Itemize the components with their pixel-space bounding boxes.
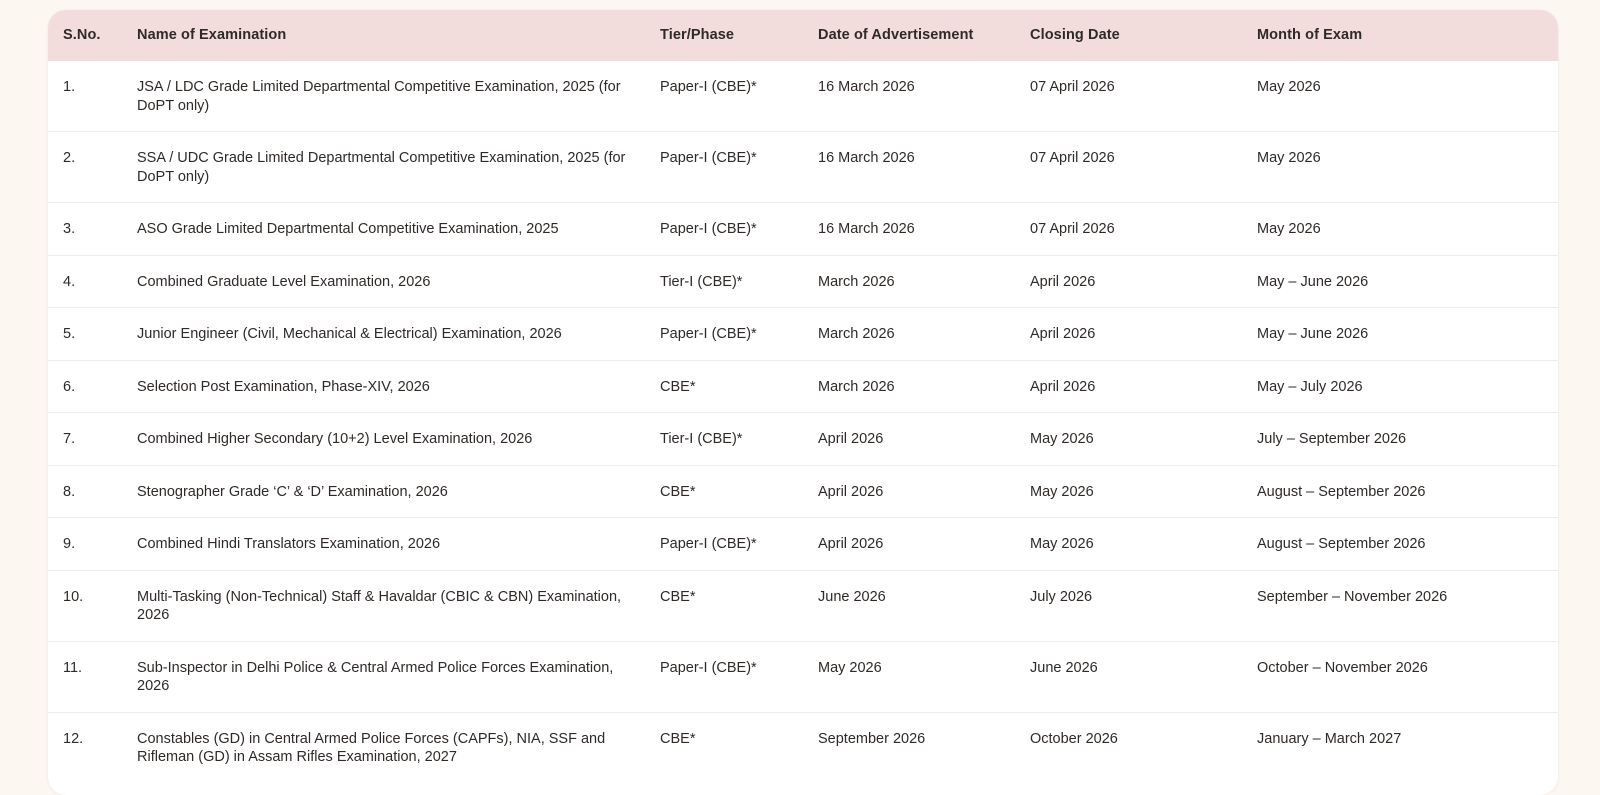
cell-exam-name: Selection Post Examination, Phase-XIV, 2… — [137, 378, 430, 395]
table-row: 10. Multi-Tasking (Non-Technical) Staff … — [48, 569, 1558, 641]
column-header-tier-phase: Tier/Phase — [660, 27, 735, 44]
cell-sno: 11. — [63, 659, 83, 676]
cell-sno: 7. — [63, 431, 76, 447]
cell-exam-name: Sub-Inspector in Delhi Police & Central … — [137, 659, 614, 695]
cell-advertisement-date: 16 March 2026 — [818, 221, 915, 237]
cell-exam-month: May 2026 — [1257, 150, 1321, 166]
cell-exam-name: Constables (GD) in Central Armed Police … — [137, 730, 606, 766]
cell-sno: 10. — [63, 588, 84, 605]
cell-closing-date: 07 April 2026 — [1030, 221, 1115, 237]
cell-tier-phase: CBE* — [660, 730, 696, 747]
cell-tier-phase: CBE* — [660, 378, 696, 395]
cell-closing-date: 07 April 2026 — [1030, 79, 1115, 95]
cell-sno: 1. — [63, 79, 76, 95]
cell-closing-date: October 2026 — [1030, 730, 1118, 747]
cell-sno: 9. — [63, 536, 76, 552]
cell-tier-phase: Paper-I (CBE)* — [660, 536, 757, 552]
cell-advertisement-date: 16 March 2026 — [818, 150, 915, 166]
cell-exam-month: September – November 2026 — [1257, 588, 1448, 605]
cell-sno: 2. — [63, 150, 76, 166]
table-row: 1. JSA / LDC Grade Limited Departmental … — [48, 61, 1558, 131]
cell-exam-month: May 2026 — [1257, 221, 1321, 237]
cell-closing-date: April 2026 — [1030, 326, 1096, 342]
cell-tier-phase: Paper-I (CBE)* — [660, 221, 757, 237]
cell-exam-name: ASO Grade Limited Departmental Competiti… — [137, 221, 559, 237]
cell-exam-name: Junior Engineer (Civil, Mechanical & Ele… — [137, 326, 562, 342]
cell-sno: 6. — [63, 378, 76, 395]
cell-advertisement-date: March 2026 — [818, 378, 895, 395]
table-body: 1. JSA / LDC Grade Limited Departmental … — [48, 61, 1558, 783]
cell-sno: 12. — [63, 730, 84, 747]
cell-advertisement-date: September 2026 — [818, 730, 926, 747]
cell-sno: 8. — [63, 483, 76, 500]
cell-tier-phase: Paper-I (CBE)* — [660, 659, 757, 676]
cell-closing-date: May 2026 — [1030, 431, 1094, 447]
cell-tier-phase: CBE* — [660, 588, 696, 605]
cell-closing-date: June 2026 — [1030, 659, 1098, 676]
cell-exam-name: Combined Hindi Translators Examination, … — [137, 536, 441, 552]
table-row: 8. Stenographer Grade ‘C’ & ‘D’ Examinat… — [48, 464, 1558, 518]
cell-exam-name: Combined Graduate Level Examination, 202… — [137, 273, 431, 290]
cell-exam-name: Combined Higher Secondary (10+2) Level E… — [137, 431, 533, 447]
table-row: 11. Sub-Inspector in Delhi Police & Cent… — [48, 640, 1558, 712]
column-header-exam-month: Month of Exam — [1257, 27, 1363, 44]
cell-sno: 5. — [63, 326, 76, 342]
cell-exam-name: JSA / LDC Grade Limited Departmental Com… — [137, 79, 621, 114]
cell-closing-date: 07 April 2026 — [1030, 150, 1115, 166]
table-row: 3. ASO Grade Limited Departmental Compet… — [48, 202, 1558, 255]
cell-advertisement-date: March 2026 — [818, 326, 895, 342]
cell-sno: 3. — [63, 221, 76, 237]
column-header-advertisement-date: Date of Advertisement — [818, 27, 974, 44]
cell-exam-month: October – November 2026 — [1257, 659, 1428, 676]
cell-exam-month: August – September 2026 — [1257, 536, 1426, 552]
table-row: 5. Junior Engineer (Civil, Mechanical & … — [48, 307, 1558, 360]
cell-tier-phase: CBE* — [660, 483, 696, 500]
cell-tier-phase: Tier-I (CBE)* — [660, 273, 743, 290]
table-header-row: S.No. Name of Examination Tier/Phase Dat… — [48, 10, 1558, 61]
cell-sno: 4. — [63, 273, 76, 290]
cell-exam-month: May – July 2026 — [1257, 378, 1363, 395]
cell-advertisement-date: March 2026 — [818, 273, 895, 290]
cell-exam-month: July – September 2026 — [1257, 431, 1407, 447]
cell-advertisement-date: April 2026 — [818, 483, 884, 500]
cell-advertisement-date: April 2026 — [818, 536, 884, 552]
cell-closing-date: May 2026 — [1030, 483, 1094, 500]
cell-exam-month: January – March 2027 — [1257, 730, 1402, 747]
table-row: 9. Combined Hindi Translators Examinatio… — [48, 517, 1558, 570]
cell-advertisement-date: June 2026 — [818, 588, 886, 605]
cell-exam-month: May 2026 — [1257, 79, 1321, 95]
cell-exam-month: May – June 2026 — [1257, 326, 1369, 342]
cell-closing-date: April 2026 — [1030, 273, 1096, 290]
table-row: 4. Combined Graduate Level Examination, … — [48, 254, 1558, 308]
cell-closing-date: July 2026 — [1030, 588, 1093, 605]
cell-closing-date: May 2026 — [1030, 536, 1094, 552]
cell-exam-name: Multi-Tasking (Non-Technical) Staff & Ha… — [137, 588, 622, 624]
cell-exam-name: SSA / UDC Grade Limited Departmental Com… — [137, 150, 626, 185]
cell-tier-phase: Tier-I (CBE)* — [660, 431, 743, 447]
column-header-exam-name: Name of Examination — [137, 27, 287, 44]
cell-tier-phase: Paper-I (CBE)* — [660, 150, 757, 166]
column-header-closing-date: Closing Date — [1030, 27, 1120, 44]
cell-closing-date: April 2026 — [1030, 378, 1096, 395]
cell-advertisement-date: 16 March 2026 — [818, 79, 915, 95]
table-row: 6. Selection Post Examination, Phase-XIV… — [48, 359, 1558, 413]
table-row: 7. Combined Higher Secondary (10+2) Leve… — [48, 412, 1558, 465]
cell-advertisement-date: May 2026 — [818, 659, 882, 676]
cell-tier-phase: Paper-I (CBE)* — [660, 326, 757, 342]
table-row: 12. Constables (GD) in Central Armed Pol… — [48, 711, 1558, 783]
cell-advertisement-date: April 2026 — [818, 431, 884, 447]
exam-schedule-card: S.No. Name of Examination Tier/Phase Dat… — [48, 10, 1558, 795]
cell-exam-month: August – September 2026 — [1257, 483, 1426, 500]
column-header-sno: S.No. — [63, 27, 101, 44]
cell-exam-name: Stenographer Grade ‘C’ & ‘D’ Examination… — [137, 483, 448, 500]
cell-tier-phase: Paper-I (CBE)* — [660, 79, 757, 95]
table-row: 2. SSA / UDC Grade Limited Departmental … — [48, 131, 1558, 202]
cell-exam-month: May – June 2026 — [1257, 273, 1369, 290]
